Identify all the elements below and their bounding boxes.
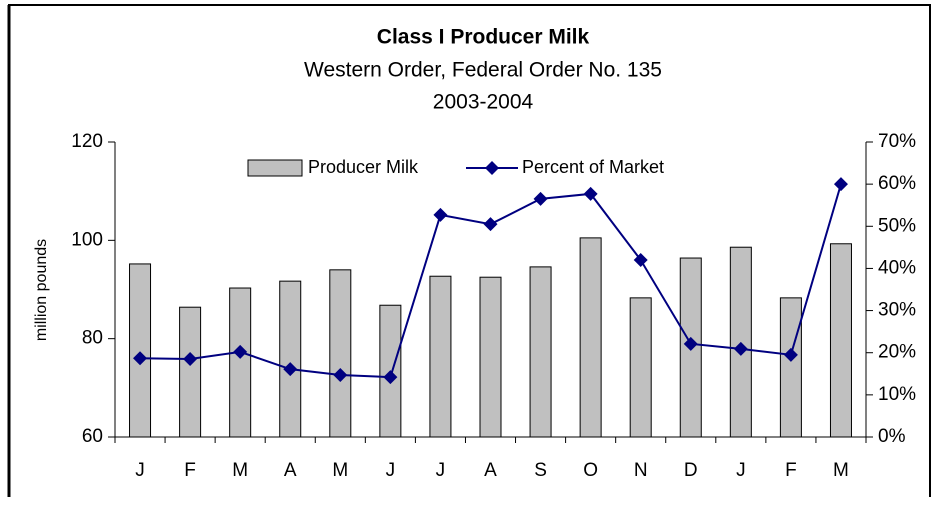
marker [133, 351, 148, 366]
bar [129, 263, 152, 438]
marker [383, 370, 398, 385]
x-tick-label: J [135, 460, 145, 481]
y2-tick-label: 50% [878, 215, 916, 236]
y-tick-label: 80 [82, 328, 103, 349]
x-tick-label: A [284, 460, 297, 481]
x-tick-label: S [534, 460, 547, 481]
y-tick-label: 120 [71, 131, 103, 152]
y2-tick-label: 70% [878, 131, 916, 152]
marker [433, 207, 448, 222]
chart-subtitle: Western Order, Federal Order No. 135 [304, 59, 662, 82]
bar [529, 266, 552, 438]
x-tick-label: J [736, 460, 746, 481]
marker [833, 177, 848, 192]
bar [579, 237, 602, 438]
x-tick-label: J [386, 460, 396, 481]
marker [283, 362, 298, 377]
y2-tick-label: 20% [878, 342, 916, 363]
marker [233, 344, 248, 359]
bar [779, 297, 802, 438]
y-tick-label: 100 [71, 229, 103, 250]
x-tick-label: M [232, 460, 248, 481]
legend-swatch [247, 159, 303, 177]
y2-tick-label: 10% [878, 384, 916, 405]
marker [583, 186, 598, 201]
chart-title: Class I Producer Milk [377, 26, 590, 49]
x-tick-label: D [684, 460, 698, 481]
marker [633, 253, 648, 267]
legend-swatch [485, 161, 499, 175]
legend-label: Percent of Market [522, 157, 664, 177]
y2-tick-label: 40% [878, 257, 916, 278]
legend-label: Producer Milk [308, 157, 419, 177]
bar [429, 275, 452, 438]
marker [783, 347, 798, 362]
marker [683, 336, 698, 351]
x-tick-label: A [484, 460, 497, 481]
bar [179, 306, 202, 438]
marker [733, 341, 748, 356]
marker [483, 217, 498, 232]
x-tick-label: M [833, 460, 849, 481]
bar [329, 269, 352, 438]
x-tick-label: J [436, 460, 446, 481]
marker [533, 191, 548, 206]
marker [333, 368, 348, 383]
x-tick-label: F [184, 460, 196, 481]
y-tick-label: 60 [82, 426, 103, 447]
chart-subtitle: 2003-2004 [433, 91, 534, 114]
marker [183, 352, 198, 367]
bar [479, 276, 502, 438]
bar [279, 280, 302, 438]
x-tick-label: O [583, 460, 598, 481]
bar [229, 287, 252, 438]
x-tick-label: F [785, 460, 797, 481]
y2-tick-label: 60% [878, 173, 916, 194]
y-axis-label: million pounds [33, 239, 50, 341]
y2-tick-label: 30% [878, 300, 916, 321]
x-tick-label: N [634, 460, 648, 481]
bar [629, 297, 652, 438]
y2-tick-label: 0% [878, 426, 906, 447]
x-tick-label: M [332, 460, 348, 481]
bar [829, 243, 852, 438]
